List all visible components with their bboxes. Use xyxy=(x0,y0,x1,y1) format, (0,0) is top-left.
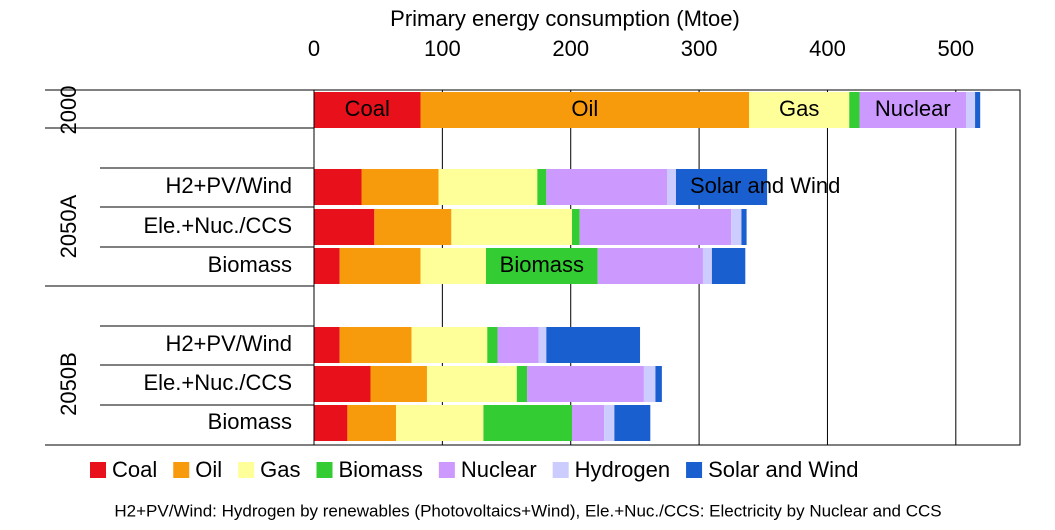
bar-segment xyxy=(859,92,967,128)
bar-segment xyxy=(497,327,539,363)
bar-segment xyxy=(370,366,427,402)
bar-segment xyxy=(749,92,850,128)
bar-segment xyxy=(347,405,397,441)
legend-swatch xyxy=(686,462,703,478)
x-tick-label: 200 xyxy=(552,36,589,61)
x-tick-label: 500 xyxy=(937,36,974,61)
bar-segment xyxy=(420,248,487,284)
bar-segment xyxy=(597,248,703,284)
group-label: 2050A xyxy=(56,194,81,258)
annotation: Biomass xyxy=(500,252,584,277)
footnote: H2+PV/Wind: Hydrogen by renewables (Phot… xyxy=(114,501,941,520)
legend-label: Gas xyxy=(260,457,300,482)
bar-segment xyxy=(486,248,598,284)
bar-segment xyxy=(487,327,498,363)
bar-segment xyxy=(314,366,371,402)
bar-segment xyxy=(339,248,421,284)
legend-swatch xyxy=(316,462,333,478)
bar-segment xyxy=(966,92,976,128)
legend-label: Biomass xyxy=(339,457,423,482)
group-label: 2000 xyxy=(56,86,81,135)
bar-segment xyxy=(711,248,746,284)
bar-segment xyxy=(702,248,712,284)
bar-segment xyxy=(572,209,580,245)
annotation: Solar and Wind xyxy=(690,173,840,198)
legend-label: Solar and Wind xyxy=(708,457,858,482)
bar-segment xyxy=(527,366,644,402)
plot-frame xyxy=(313,89,1021,446)
bar-segment xyxy=(396,405,484,441)
x-tick-label: 300 xyxy=(681,36,718,61)
legend-label: Coal xyxy=(112,457,157,482)
bar-segment xyxy=(538,327,547,363)
annotation: Nuclear xyxy=(875,96,951,121)
bar-segment xyxy=(849,92,860,128)
bar-segment xyxy=(314,405,348,441)
legend-label: Oil xyxy=(195,457,222,482)
bar-segment xyxy=(314,92,421,128)
bar-segment xyxy=(438,169,538,205)
legend-swatch xyxy=(552,462,569,478)
chart-title: Primary energy consumption (Mtoe) xyxy=(390,6,740,31)
bar-segment xyxy=(483,405,573,441)
row-label: H2+PV/Wind xyxy=(165,173,292,198)
bar-segment xyxy=(643,366,656,402)
row-label: Ele.+Nuc./CCS xyxy=(143,213,292,238)
x-tick-label: 0 xyxy=(308,36,320,61)
legend-swatch xyxy=(173,462,190,478)
bar-segment xyxy=(420,92,750,128)
annotation: Gas xyxy=(779,96,819,121)
bar-segment xyxy=(314,209,375,245)
legend-swatch xyxy=(90,462,106,478)
legend-label: Hydrogen xyxy=(575,457,670,482)
bar-segment xyxy=(572,405,605,441)
bar-segment xyxy=(516,366,528,402)
x-tick-label: 100 xyxy=(424,36,461,61)
group-label: 2050B xyxy=(56,352,81,416)
bar-segment xyxy=(604,405,615,441)
bar-segment xyxy=(731,209,742,245)
bar-segment xyxy=(374,209,452,245)
annotation: Coal xyxy=(345,96,390,121)
bar-segment xyxy=(411,327,488,363)
annotation: Oil xyxy=(571,96,598,121)
bar-segment xyxy=(579,209,732,245)
bar-segment xyxy=(426,366,517,402)
bar-segment xyxy=(314,327,340,363)
legend-swatch xyxy=(238,462,255,478)
bar-segment xyxy=(537,169,547,205)
bar-segment xyxy=(361,169,439,205)
bar-segment xyxy=(314,248,340,284)
bar-segment xyxy=(314,169,362,205)
bar-segment xyxy=(546,169,667,205)
row-label: H2+PV/Wind xyxy=(165,331,292,356)
legend-swatch xyxy=(438,462,455,478)
legend-label: Nuclear xyxy=(461,457,537,482)
bar-segment xyxy=(451,209,573,245)
bar-segment xyxy=(339,327,412,363)
bar-segment xyxy=(614,405,651,441)
bar-segment xyxy=(975,92,981,128)
x-tick-label: 400 xyxy=(809,36,846,61)
bar-segment xyxy=(546,327,641,363)
row-label: Ele.+Nuc./CCS xyxy=(143,370,292,395)
bar-segment xyxy=(675,169,768,205)
bar-segment xyxy=(741,209,747,245)
row-label: Biomass xyxy=(208,409,292,434)
bar-segment xyxy=(667,169,676,205)
row-label: Biomass xyxy=(208,252,292,277)
bar-segment xyxy=(655,366,662,402)
